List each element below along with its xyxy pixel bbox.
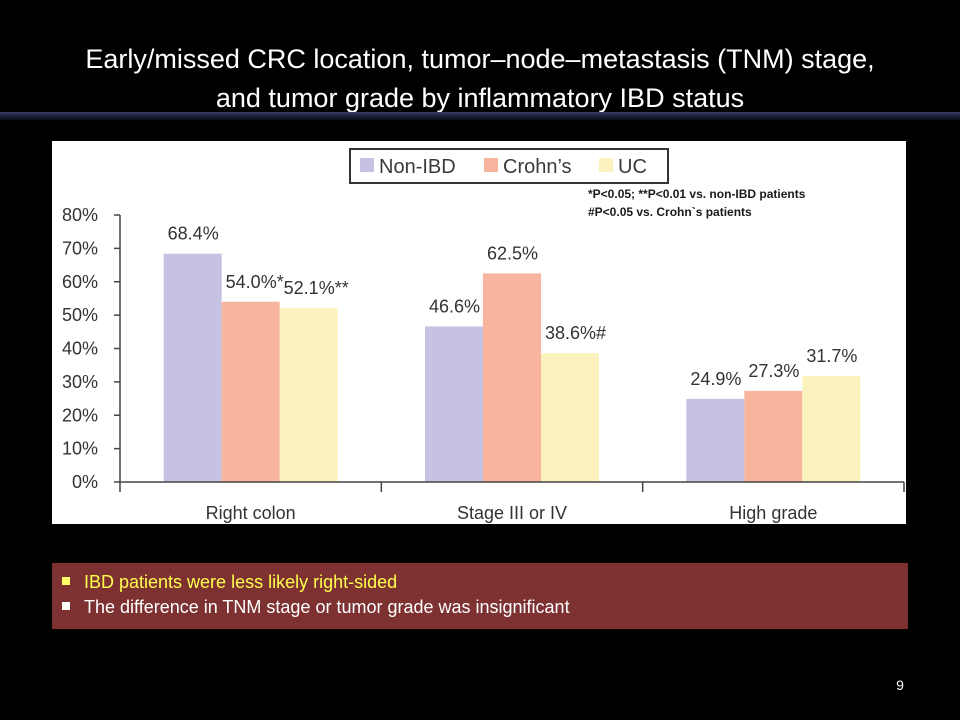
title-line-2: and tumor grade by inflammatory IBD stat… [215, 83, 745, 113]
data-label: 62.5% [487, 243, 538, 263]
slide-title: Early/missed CRC location, tumor–node–me… [0, 40, 960, 118]
data-label: 31.7% [806, 346, 857, 366]
x-category-label: High grade [729, 503, 817, 523]
legend-label-crohns: Crohn’s [503, 156, 572, 178]
bar [686, 398, 745, 482]
legend-label-uc: UC [618, 156, 647, 178]
bar [279, 308, 338, 482]
bullet-square-icon [62, 577, 70, 586]
data-label: 24.9% [690, 369, 741, 389]
data-label: 54.0%* [226, 272, 284, 292]
data-label: 68.4% [168, 224, 219, 244]
legend-label-non-ibd: Non-IBD [379, 156, 456, 178]
bar [483, 273, 541, 482]
bar [541, 353, 599, 482]
x-category-label: Stage III or IV [457, 503, 567, 523]
y-tick-label: 10% [62, 439, 98, 459]
legend-swatch-non-ibd [360, 158, 374, 172]
y-tick-label: 30% [62, 372, 98, 392]
bar-chart: Non-IBD Crohn’s UC *P<0.05; **P<0.01 vs.… [62, 148, 905, 523]
y-tick-label: 50% [62, 305, 98, 325]
summary-box: IBD patients were less likely right-side… [52, 563, 908, 629]
significance-note-2: #P<0.05 vs. Crohn`s patients [588, 205, 752, 219]
data-label: 52.1%** [284, 278, 349, 298]
bar-series [163, 253, 861, 482]
y-tick-label: 0% [72, 472, 98, 492]
chart-legend: Non-IBD Crohn’s UC [349, 148, 669, 184]
title-line-1: Early/missed CRC location, tumor–node–me… [85, 44, 875, 74]
legend-swatch-crohns [484, 158, 498, 172]
data-label: 46.6% [429, 296, 480, 316]
summary-bullet-2-text: The difference in TNM stage or tumor gra… [84, 597, 570, 617]
bar [221, 301, 280, 482]
x-category-label: Right colon [206, 503, 296, 523]
bar [802, 376, 861, 482]
y-tick-label: 20% [62, 405, 98, 425]
legend-swatch-uc [599, 158, 613, 172]
x-axis: Right colon Stage III or IV High grade [119, 481, 905, 523]
bar [744, 390, 803, 482]
bar [163, 253, 222, 482]
y-tick-label: 80% [62, 205, 98, 225]
y-tick-label: 70% [62, 238, 98, 258]
page-number: 9 [896, 677, 904, 693]
summary-bullet-1-text: IBD patients were less likely right-side… [84, 572, 398, 592]
legend-frame [349, 148, 669, 184]
bullet-square-icon [62, 602, 70, 611]
y-tick-label: 40% [62, 339, 98, 359]
bar-chart-panel: Non-IBD Crohn’s UC *P<0.05; **P<0.01 vs.… [52, 141, 906, 524]
data-labels: 68.4% 54.0%* 52.1%** 46.6% 62.5% 38.6%# 24.9% 2… [168, 224, 858, 389]
summary-bullet-2: The difference in TNM stage or tumor gra… [62, 595, 570, 619]
data-label: 27.3% [748, 361, 799, 381]
title-divider [0, 112, 960, 120]
bar [425, 326, 483, 482]
significance-note-1: *P<0.05; **P<0.01 vs. non-IBD patients [588, 187, 806, 201]
y-axis: 0% 10% 20% 30% 40% 50% 60% 70% 80% [62, 205, 121, 492]
summary-bullet-1: IBD patients were less likely right-side… [62, 570, 397, 594]
y-tick-label: 60% [62, 272, 98, 292]
data-label: 38.6%# [545, 323, 606, 343]
